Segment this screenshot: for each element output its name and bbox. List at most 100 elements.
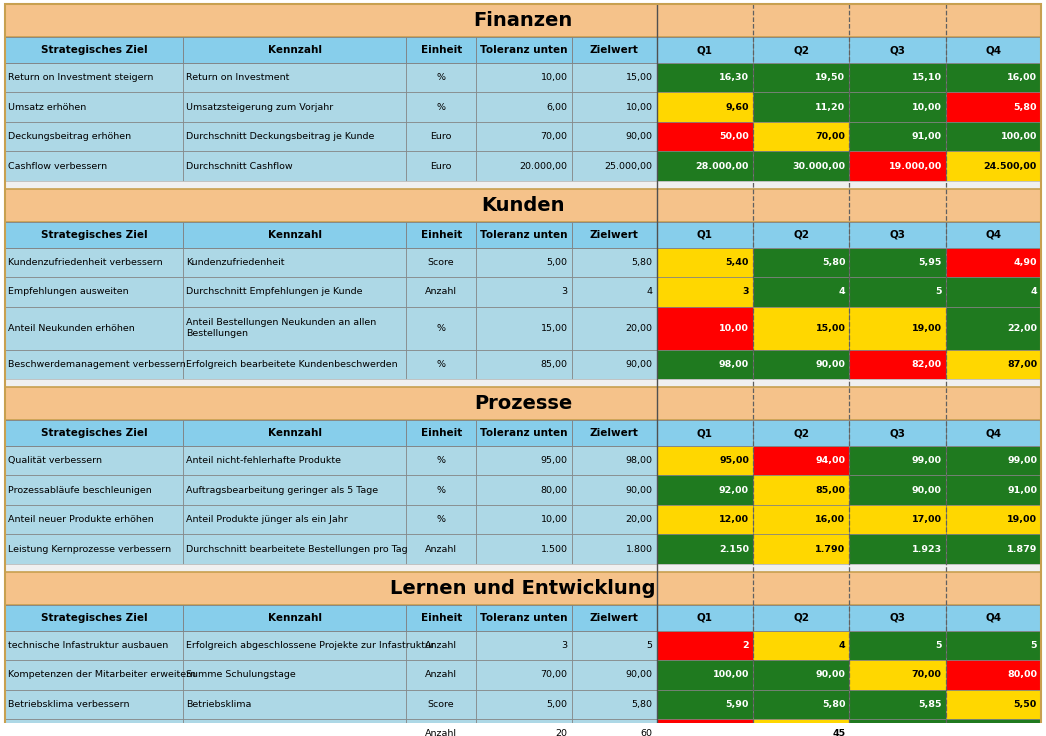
- Bar: [476, 38, 572, 63]
- Bar: [183, 719, 406, 736]
- Text: Cashflow verbessern: Cashflow verbessern: [8, 161, 107, 171]
- Text: Kunden: Kunden: [481, 196, 565, 215]
- Text: 91,00: 91,00: [912, 132, 941, 141]
- Text: Euro: Euro: [431, 161, 452, 171]
- Bar: [476, 660, 572, 690]
- Text: 80,00: 80,00: [1007, 670, 1037, 679]
- Bar: [657, 122, 753, 152]
- Text: Q1: Q1: [697, 428, 712, 438]
- Text: Toleranz unten: Toleranz unten: [480, 45, 568, 55]
- Bar: [946, 306, 1041, 350]
- Text: Umsatzsteigerung zum Vorjahr: Umsatzsteigerung zum Vorjahr: [186, 102, 334, 112]
- Text: 1.923: 1.923: [911, 545, 941, 553]
- Text: Q1: Q1: [697, 230, 712, 240]
- Bar: [657, 475, 753, 505]
- Text: Q3: Q3: [889, 428, 906, 438]
- Bar: [5, 605, 183, 631]
- Bar: [476, 605, 572, 631]
- Text: 98,00: 98,00: [626, 456, 653, 465]
- Text: Score: Score: [428, 258, 454, 266]
- Text: 100,00: 100,00: [712, 670, 749, 679]
- Text: 3: 3: [562, 641, 568, 650]
- Text: Anteil nicht-fehlerhafte Produkte: Anteil nicht-fehlerhafte Produkte: [186, 456, 341, 465]
- Bar: [946, 277, 1041, 306]
- Bar: [572, 63, 657, 92]
- Bar: [946, 719, 1041, 736]
- Text: 19,00: 19,00: [912, 324, 941, 333]
- Bar: [657, 690, 753, 719]
- Bar: [5, 152, 183, 181]
- Text: 5,50: 5,50: [1014, 700, 1037, 709]
- Bar: [849, 534, 946, 564]
- Bar: [849, 631, 946, 660]
- Bar: [657, 534, 753, 564]
- Text: 45: 45: [833, 729, 845, 736]
- Bar: [183, 247, 406, 277]
- Bar: [572, 222, 657, 247]
- Bar: [572, 92, 657, 122]
- Bar: [572, 38, 657, 63]
- Bar: [572, 247, 657, 277]
- Text: %: %: [436, 515, 446, 524]
- Bar: [849, 247, 946, 277]
- Text: 4: 4: [1030, 287, 1037, 297]
- Text: 70,00: 70,00: [541, 132, 568, 141]
- Bar: [406, 505, 476, 534]
- Text: Qualität verbessern: Qualität verbessern: [8, 456, 103, 465]
- Text: Lernen und Entwicklung: Lernen und Entwicklung: [390, 579, 656, 598]
- Text: 90,00: 90,00: [626, 670, 653, 679]
- Bar: [753, 690, 849, 719]
- Bar: [476, 222, 572, 247]
- Text: 70,00: 70,00: [816, 132, 845, 141]
- Bar: [406, 475, 476, 505]
- Bar: [406, 152, 476, 181]
- Bar: [476, 420, 572, 446]
- Text: Euro: Euro: [431, 132, 452, 141]
- Text: Durchschnitt KVP-Maßnahmen: Durchschnitt KVP-Maßnahmen: [186, 729, 331, 736]
- Text: 16,00: 16,00: [1007, 73, 1037, 82]
- Bar: [183, 505, 406, 534]
- Bar: [753, 505, 849, 534]
- Text: 1.500: 1.500: [541, 545, 568, 553]
- Bar: [5, 475, 183, 505]
- Text: 60: 60: [640, 729, 653, 736]
- Bar: [572, 475, 657, 505]
- Text: 16,00: 16,00: [815, 515, 845, 524]
- Text: 85,00: 85,00: [815, 486, 845, 495]
- Text: Durchschnitt Empfehlungen je Kunde: Durchschnitt Empfehlungen je Kunde: [186, 287, 363, 297]
- Bar: [753, 605, 849, 631]
- Bar: [657, 247, 753, 277]
- Bar: [657, 350, 753, 379]
- Text: 5: 5: [1030, 641, 1037, 650]
- Bar: [5, 387, 1041, 420]
- Text: Beschwerdemanagement verbessern: Beschwerdemanagement verbessern: [8, 360, 186, 369]
- Text: Einheit: Einheit: [420, 230, 461, 240]
- Bar: [753, 122, 849, 152]
- Text: 19.000,00: 19.000,00: [888, 161, 941, 171]
- Text: 4: 4: [839, 287, 845, 297]
- Bar: [406, 222, 476, 247]
- Bar: [946, 605, 1041, 631]
- Bar: [753, 152, 849, 181]
- Text: Anzahl: Anzahl: [425, 670, 457, 679]
- Text: 24.500,00: 24.500,00: [983, 161, 1037, 171]
- Text: 1.790: 1.790: [815, 545, 845, 553]
- Text: 90,00: 90,00: [816, 360, 845, 369]
- Bar: [406, 420, 476, 446]
- Bar: [406, 92, 476, 122]
- Bar: [5, 181, 1041, 188]
- Text: 99,00: 99,00: [912, 456, 941, 465]
- Bar: [946, 534, 1041, 564]
- Bar: [753, 420, 849, 446]
- Text: 6,00: 6,00: [547, 102, 568, 112]
- Text: 62: 62: [929, 729, 941, 736]
- Text: 4: 4: [646, 287, 653, 297]
- Bar: [572, 306, 657, 350]
- Bar: [406, 277, 476, 306]
- Bar: [572, 152, 657, 181]
- Text: 5,80: 5,80: [822, 700, 845, 709]
- Bar: [657, 277, 753, 306]
- Bar: [849, 92, 946, 122]
- Text: 5,80: 5,80: [1014, 102, 1037, 112]
- Text: Anteil Bestellungen Neukunden an allen
Bestellungen: Anteil Bestellungen Neukunden an allen B…: [186, 319, 377, 338]
